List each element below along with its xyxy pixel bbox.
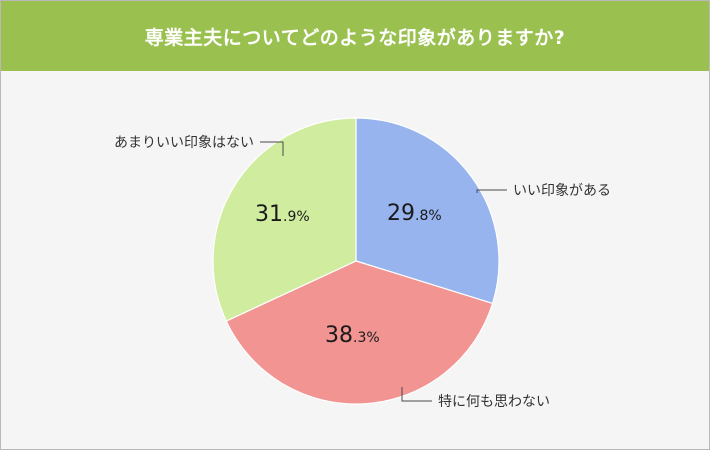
label-notgood: あまりいい印象はない [114, 135, 254, 151]
leader-line-notgood [260, 141, 284, 156]
leader-line-nothing [401, 387, 432, 402]
data-label-notgood-int: 31 [255, 202, 283, 227]
label-nothing: 特に何も思わない [438, 394, 550, 410]
data-label-nothing: 38.3% [325, 323, 380, 348]
slice-notgood [212, 117, 357, 322]
data-label-good-int: 29 [387, 201, 415, 226]
leader-line-good [476, 189, 507, 193]
data-label-good-dec: .8% [415, 208, 442, 224]
data-label-notgood: 31.9% [255, 202, 310, 227]
chart-title: 専業主夫についてどのような印象がありますか? [144, 26, 566, 49]
data-label-notgood-dec: .9% [283, 209, 310, 225]
data-label-nothing-dec: .3% [353, 330, 380, 346]
slice-nothing [225, 260, 494, 405]
data-label-nothing-int: 38 [325, 323, 353, 348]
slice-good [355, 117, 500, 305]
data-label-good: 29.8% [387, 201, 442, 226]
pie-slices [212, 117, 500, 405]
label-good: いい印象がある [513, 183, 611, 199]
title-bar: 専業主夫についてどのような印象がありますか? [1, 1, 709, 71]
